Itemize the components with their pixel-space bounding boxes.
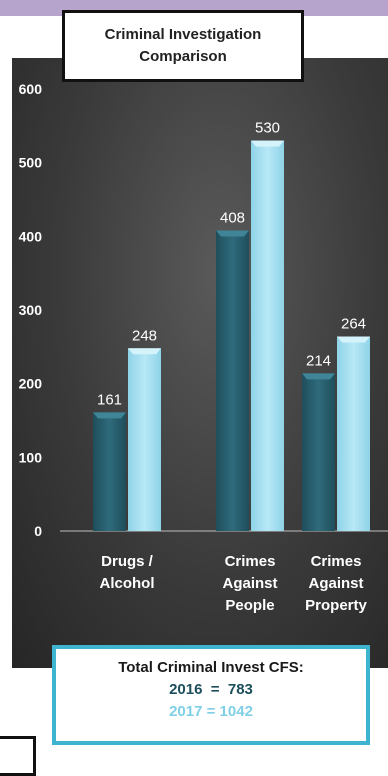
y-tick-label: 400 (19, 228, 43, 244)
bar-2016-cat-0 (93, 412, 126, 531)
y-tick-label: 200 (19, 376, 43, 392)
chart-title-line-2: Comparison (139, 48, 227, 65)
y-tick-label: 300 (19, 302, 43, 318)
x-tick-label: People (225, 597, 274, 614)
x-tick-label: Alcohol (100, 575, 155, 592)
y-tick-label: 600 (19, 81, 43, 97)
summary-box: Total Criminal Invest CFS: 2016 = 783 20… (52, 645, 370, 745)
summary-heading: Total Criminal Invest CFS: (118, 659, 304, 676)
chart-title-box: Criminal Investigation Comparison (62, 10, 304, 82)
bar-value-label: 248 (132, 327, 157, 344)
x-tick-label: Against (222, 575, 277, 592)
x-tick-label: Property (305, 597, 367, 614)
bar-2016-cat-2 (302, 373, 335, 531)
bar-2017-cat-2 (337, 336, 370, 531)
chart-background (12, 58, 388, 668)
bar-cap (216, 230, 249, 237)
bar-value-label: 408 (220, 209, 245, 226)
corner-box-fragment (0, 736, 36, 776)
bar-cap (93, 412, 126, 419)
summary-2016-total: 2016 = 783 (169, 681, 253, 698)
bar-2017-cat-0 (128, 348, 161, 531)
bar-2016-cat-1 (216, 230, 249, 531)
bar-value-label: 214 (306, 352, 331, 369)
chart-title-line-1: Criminal Investigation (104, 26, 262, 43)
x-tick-label: Drugs / (101, 553, 154, 570)
bar-cap (251, 140, 284, 147)
bar-chart: 0 100 200 300 400 500 600 161 248 408 530 214 264 D… (19, 81, 388, 614)
x-tick-label: Crimes (311, 553, 362, 570)
bar-value-label: 264 (341, 316, 366, 333)
y-tick-label: 0 (34, 523, 42, 539)
x-tick-label: Crimes (225, 553, 276, 570)
summary-2017-total: 2017 = 1042 (169, 703, 253, 720)
bar-2017-cat-1 (251, 140, 284, 532)
bar-cap (128, 348, 161, 355)
bar-value-label: 530 (255, 120, 280, 137)
x-tick-label: Against (308, 575, 363, 592)
y-tick-label: 500 (19, 155, 43, 171)
bar-cap (302, 373, 335, 380)
bar-cap (337, 336, 370, 343)
y-tick-label: 100 (19, 449, 43, 465)
bar-value-label: 161 (97, 391, 122, 408)
